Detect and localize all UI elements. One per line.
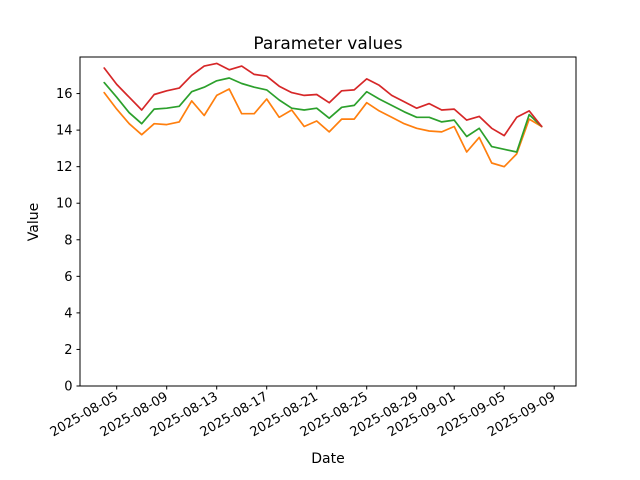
y-tick-label: 4 (64, 306, 72, 321)
axes-spines (79, 56, 577, 387)
plot-area: 0 2 4 6 8 10 12 14 16 2025-08-052025-08-092025-0… (48, 56, 577, 440)
y-tick-label: 8 (64, 233, 72, 248)
y-tick-label: 16 (56, 87, 73, 102)
x-axis-label: Date (311, 451, 344, 467)
series-lines (103, 62, 543, 168)
series-line-orange (103, 88, 543, 168)
y-axis-ticks: 0 2 4 6 8 10 12 14 16 (56, 87, 80, 395)
y-tick-label: 6 (64, 270, 72, 285)
series-line-red (103, 62, 543, 137)
y-tick-label: 12 (56, 160, 73, 175)
chart-title: Parameter values (253, 34, 402, 54)
y-tick-label: 14 (56, 124, 73, 139)
x-axis-ticks: 2025-08-052025-08-092025-08-132025-08-17… (48, 386, 558, 440)
y-axis-label: Value (26, 203, 42, 241)
y-tick-label: 2 (64, 343, 72, 358)
y-tick-label: 0 (64, 380, 72, 395)
y-tick-label: 10 (56, 197, 73, 212)
series-line-green (103, 77, 543, 153)
